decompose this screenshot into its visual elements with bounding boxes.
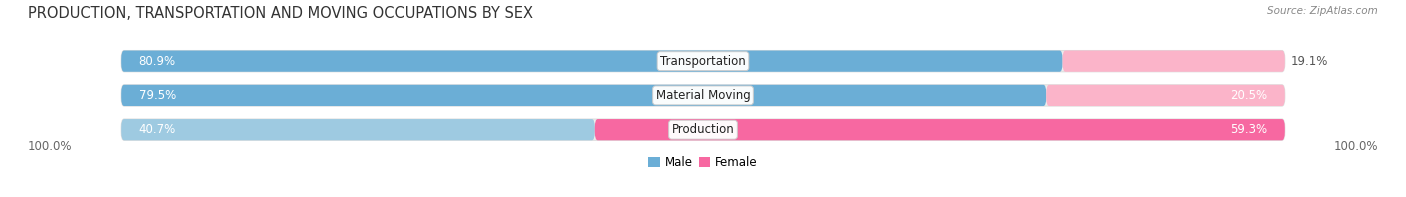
FancyBboxPatch shape [1046, 85, 1285, 106]
Text: Production: Production [672, 123, 734, 136]
Text: 80.9%: 80.9% [139, 55, 176, 68]
Text: PRODUCTION, TRANSPORTATION AND MOVING OCCUPATIONS BY SEX: PRODUCTION, TRANSPORTATION AND MOVING OC… [28, 6, 533, 21]
FancyBboxPatch shape [1063, 51, 1285, 72]
Text: 100.0%: 100.0% [1333, 140, 1378, 153]
Text: 40.7%: 40.7% [139, 123, 176, 136]
FancyBboxPatch shape [121, 119, 595, 140]
FancyBboxPatch shape [121, 85, 1046, 106]
Text: 79.5%: 79.5% [139, 89, 176, 102]
FancyBboxPatch shape [121, 51, 1285, 72]
Legend: Male, Female: Male, Female [644, 151, 762, 174]
Text: 59.3%: 59.3% [1230, 123, 1267, 136]
Text: Material Moving: Material Moving [655, 89, 751, 102]
Text: Source: ZipAtlas.com: Source: ZipAtlas.com [1267, 6, 1378, 16]
Text: 19.1%: 19.1% [1291, 55, 1329, 68]
FancyBboxPatch shape [121, 119, 1285, 140]
FancyBboxPatch shape [121, 85, 1285, 106]
Text: 100.0%: 100.0% [28, 140, 73, 153]
FancyBboxPatch shape [595, 119, 1285, 140]
Text: 20.5%: 20.5% [1230, 89, 1267, 102]
Text: Transportation: Transportation [661, 55, 745, 68]
FancyBboxPatch shape [121, 51, 1063, 72]
